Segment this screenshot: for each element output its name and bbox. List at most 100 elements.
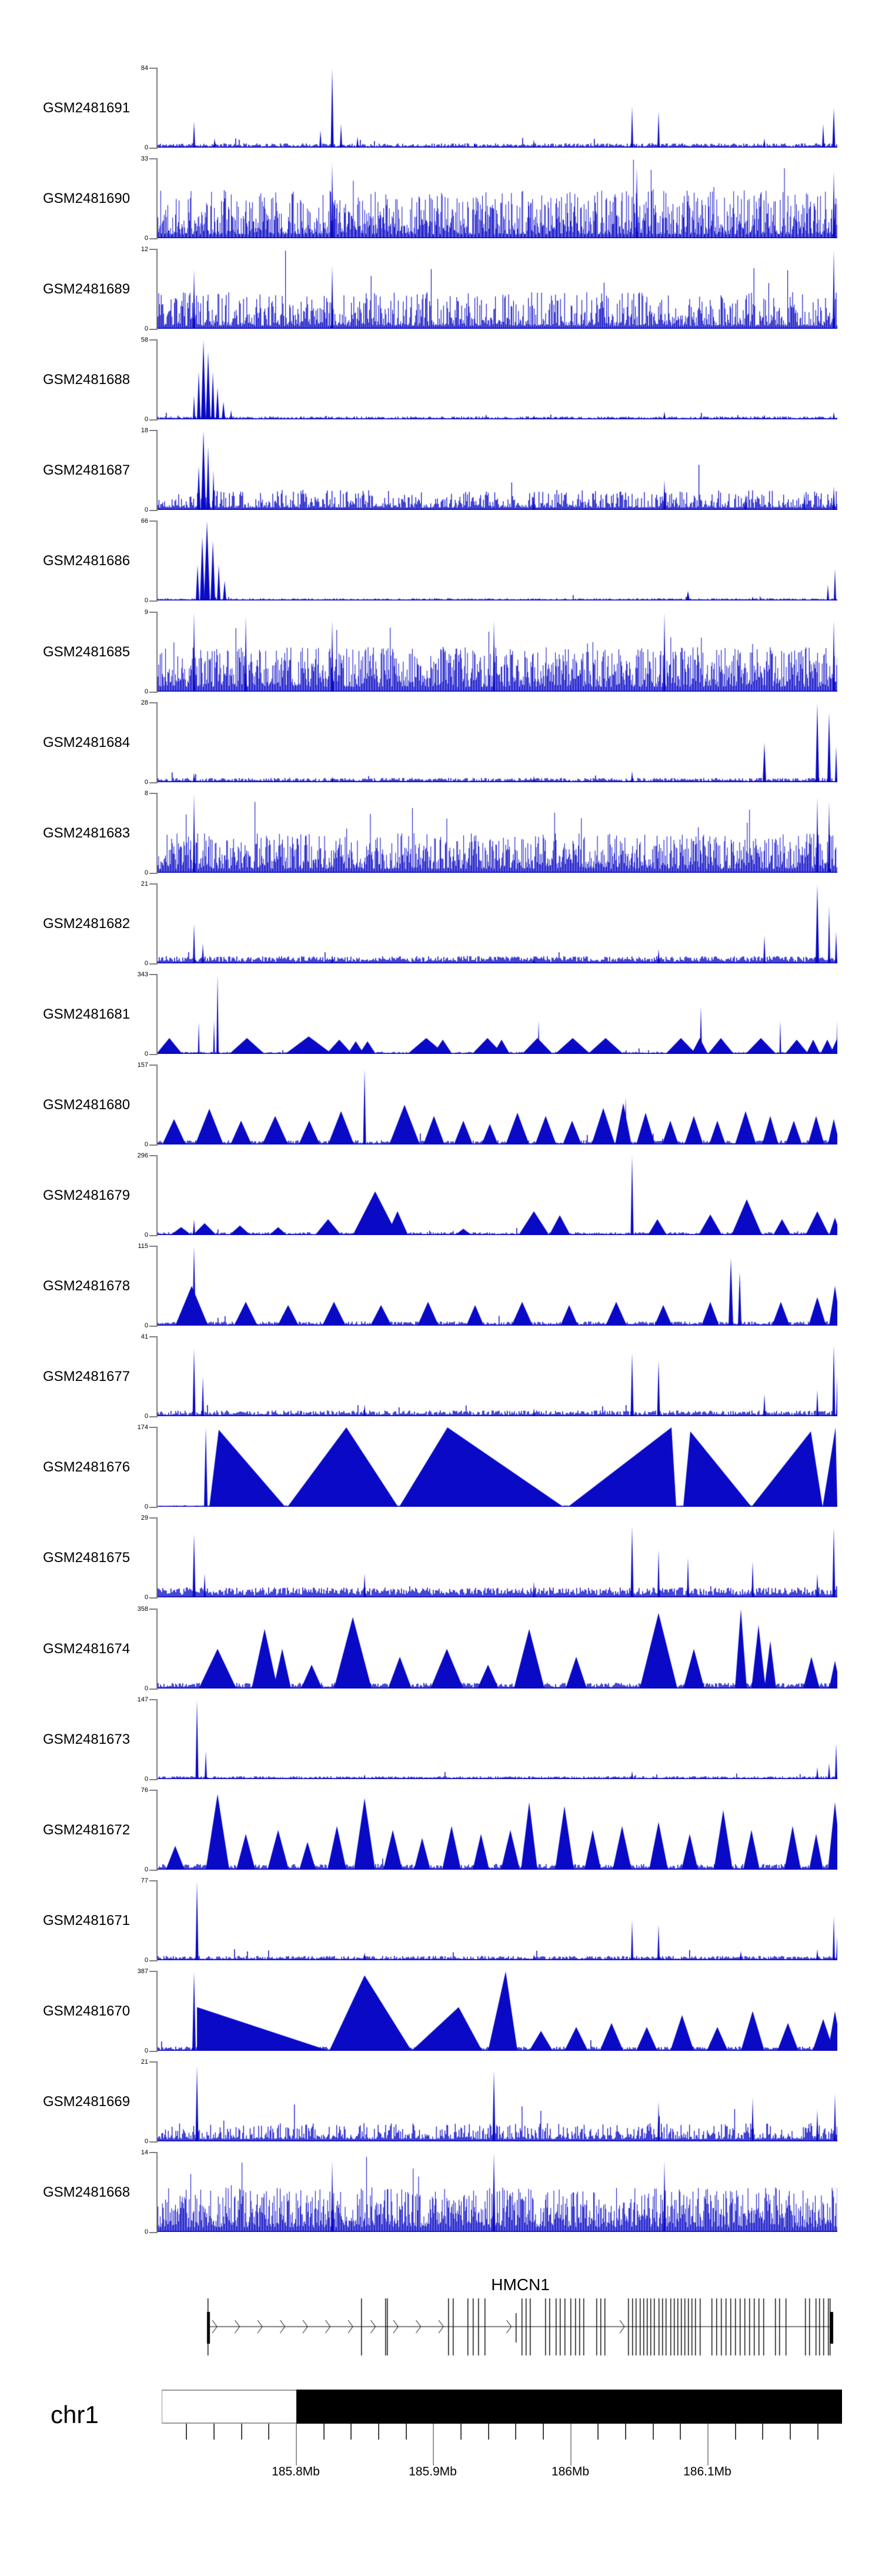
ideogram-band-box xyxy=(162,2390,842,2424)
track-row[interactable]: GSM2481678 115 0 xyxy=(0,1234,882,1337)
track-axis-tick-bottom xyxy=(149,1507,156,1508)
track-label: GSM2481675 xyxy=(43,1549,131,1566)
track-axis-tick-bottom xyxy=(149,1144,156,1146)
track-row[interactable]: GSM2481671 77 0 xyxy=(0,1869,882,1972)
track-row[interactable]: GSM2481682 21 0 xyxy=(0,872,882,975)
track-axis-line xyxy=(156,2152,158,2233)
track-axis-line xyxy=(156,1880,158,1961)
track-label: GSM2481687 xyxy=(43,462,131,478)
track-row[interactable]: GSM2481680 157 0 xyxy=(0,1053,882,1156)
track-row[interactable]: GSM2481668 14 0 xyxy=(0,2141,882,2244)
track-row[interactable]: GSM2481670 387 0 xyxy=(0,1960,882,2063)
track-row[interactable]: GSM2481679 296 0 xyxy=(0,1144,882,1247)
track-row[interactable]: GSM2481691 84 0 xyxy=(0,56,882,159)
track-axis-tick-top xyxy=(149,1246,156,1247)
signal-canvas xyxy=(158,1790,837,1870)
axis-minor-tick xyxy=(762,2424,764,2440)
track-ymax-label: 387 xyxy=(137,1968,148,1975)
track-ymax-label: 296 xyxy=(137,1152,148,1159)
track-row[interactable]: GSM2481669 21 0 xyxy=(0,2050,882,2153)
track-row[interactable]: GSM2481687 18 0 xyxy=(0,419,882,522)
track-ymin-label: 0 xyxy=(144,1322,148,1329)
track-ymin-label: 0 xyxy=(144,1685,148,1692)
track-row[interactable]: GSM2481674 358 0 xyxy=(0,1597,882,1700)
axis-minor-tick xyxy=(213,2424,215,2440)
track-axis-tick-top xyxy=(149,68,156,69)
track-row[interactable]: GSM2481673 147 0 xyxy=(0,1688,882,1791)
track-ymin-label: 0 xyxy=(144,325,148,332)
track-label: GSM2481677 xyxy=(43,1368,131,1384)
track-label: GSM2481671 xyxy=(43,1912,131,1928)
track-axis-tick-bottom xyxy=(149,1054,156,1055)
track-row[interactable]: GSM2481685 9 0 xyxy=(0,600,882,703)
axis-minor-tick xyxy=(350,2424,352,2440)
track-axis-line xyxy=(156,1246,158,1327)
track-axis-line xyxy=(156,68,158,149)
track-axis-line xyxy=(156,430,158,511)
track-label: GSM2481683 xyxy=(43,825,131,841)
track-ymax-label: 174 xyxy=(137,1424,148,1431)
track-label: GSM2481678 xyxy=(43,1277,131,1294)
track-axis-line xyxy=(156,702,158,783)
track-row[interactable]: GSM2481686 66 0 xyxy=(0,509,882,612)
track-axis-tick-bottom xyxy=(149,2141,156,2143)
track-axis-tick-bottom xyxy=(149,1689,156,1690)
track-axis-tick-bottom xyxy=(149,2051,156,2052)
axis-major-label: 185.9Mb xyxy=(409,2465,457,2478)
track-row[interactable]: GSM2481684 28 0 xyxy=(0,691,882,794)
track-axis-tick-top xyxy=(149,1336,156,1337)
axis-minor-tick xyxy=(240,2424,242,2440)
signal-canvas xyxy=(158,1971,837,2051)
track-ymax-label: 9 xyxy=(144,609,148,616)
track-label: GSM2481668 xyxy=(43,2184,131,2200)
track-ymax-label: 28 xyxy=(141,699,148,706)
track-row[interactable]: GSM2481675 29 0 xyxy=(0,1506,882,1609)
signal-canvas xyxy=(158,1518,837,1597)
track-axis-line xyxy=(156,1427,158,1508)
track-ymin-label: 0 xyxy=(144,235,148,242)
track-row[interactable]: GSM2481683 8 0 xyxy=(0,782,882,885)
track-row[interactable]: GSM2481688 58 0 xyxy=(0,328,882,431)
axis-minor-tick xyxy=(323,2424,325,2440)
track-axis-tick-top xyxy=(149,793,156,794)
track-row[interactable]: GSM2481677 41 0 xyxy=(0,1325,882,1428)
track-ymin-label: 0 xyxy=(144,1141,148,1148)
track-axis-line xyxy=(156,1517,158,1599)
track-axis-tick-bottom xyxy=(149,419,156,421)
track-axis-tick-top xyxy=(149,974,156,975)
track-label: GSM2481674 xyxy=(43,1640,131,1657)
track-row[interactable]: GSM2481690 33 0 xyxy=(0,147,882,250)
track-axis-tick-top xyxy=(149,1155,156,1156)
axis-minor-tick xyxy=(460,2424,462,2440)
track-axis-line xyxy=(156,1790,158,1871)
track-axis-tick-top xyxy=(149,2061,156,2063)
track-row[interactable]: GSM2481689 12 0 xyxy=(0,238,882,341)
track-label: GSM2481688 xyxy=(43,371,131,388)
track-row[interactable]: GSM2481681 343 0 xyxy=(0,963,882,1066)
track-ymax-label: 358 xyxy=(137,1606,148,1613)
track-axis-tick-bottom xyxy=(149,238,156,239)
track-ymax-label: 343 xyxy=(137,971,148,978)
track-label: GSM2481690 xyxy=(43,190,131,206)
track-axis-tick-bottom xyxy=(149,600,156,602)
track-ymin-label: 0 xyxy=(144,869,148,876)
track-axis-line xyxy=(156,1971,158,2052)
signal-canvas xyxy=(158,1700,837,1779)
axis-minor-tick xyxy=(734,2424,736,2440)
track-axis-tick-top xyxy=(149,1065,156,1066)
signal-canvas xyxy=(158,159,837,238)
track-ymin-label: 0 xyxy=(144,960,148,967)
axis-minor-tick xyxy=(268,2424,270,2440)
axis-minor-tick xyxy=(405,2424,407,2440)
track-axis-tick-top xyxy=(149,1790,156,1791)
track-axis-tick-top xyxy=(149,520,156,522)
track-row[interactable]: GSM2481676 174 0 xyxy=(0,1416,882,1519)
track-row[interactable]: GSM2481672 76 0 xyxy=(0,1778,882,1881)
track-axis-line xyxy=(156,2061,158,2143)
track-label: GSM2481689 xyxy=(43,281,131,297)
track-axis-tick-top xyxy=(149,2152,156,2153)
track-ymax-label: 14 xyxy=(141,2149,148,2156)
track-ymax-label: 115 xyxy=(138,1243,148,1250)
axis-major-tick xyxy=(570,2424,572,2465)
track-label: GSM2481680 xyxy=(43,1096,131,1113)
